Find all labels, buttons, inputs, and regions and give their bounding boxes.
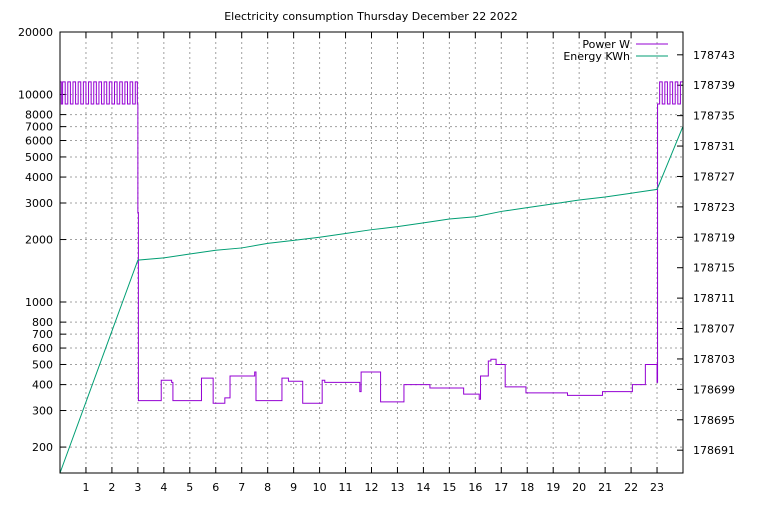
x-tick-label: 15 (442, 481, 456, 494)
y-left-tick-label: 8000 (25, 109, 53, 122)
x-tick-label: 21 (598, 481, 612, 494)
x-tick-label: 11 (339, 481, 353, 494)
y-right-tick-label: 178699 (693, 383, 735, 396)
y-left-tick-label: 6000 (25, 135, 53, 148)
y-right-tick-label: 178743 (693, 49, 735, 62)
y-right-tick-label: 178739 (693, 79, 735, 92)
y-left-tick-label: 2000 (25, 234, 53, 247)
x-tick-label: 13 (390, 481, 404, 494)
x-tick-label: 4 (160, 481, 167, 494)
y-right-tick-label: 178735 (693, 110, 735, 123)
y-right-tick-label: 178723 (693, 201, 735, 214)
y-right-tick-label: 178731 (693, 140, 735, 153)
x-tick-label: 5 (186, 481, 193, 494)
y-left-tick-label: 800 (32, 316, 53, 329)
y-left-tick-label: 600 (32, 342, 53, 355)
x-tick-label: 22 (624, 481, 638, 494)
x-tick-label: 12 (365, 481, 379, 494)
x-tick-label: 16 (468, 481, 482, 494)
y-left-tick-label: 7000 (25, 121, 53, 134)
y-left-tick-label: 1000 (25, 296, 53, 309)
y-right-tick-label: 178719 (693, 231, 735, 244)
x-tick-label: 18 (520, 481, 534, 494)
y-right-tick-label: 178695 (693, 414, 735, 427)
plot-frame (59, 31, 684, 474)
axes: 1 2 3 4 5 6 7 8 9 10 11 12 13 14 15 16 17 18 19 20 21 22 23200… (18, 26, 735, 494)
y-left-tick-label: 5000 (25, 151, 53, 164)
x-tick-label: 7 (238, 481, 245, 494)
y-right-tick-label: 178727 (693, 170, 735, 183)
y-left-tick-label: 20000 (18, 26, 53, 39)
power-w-line (60, 81, 684, 404)
y-left-tick-label: 200 (32, 441, 53, 454)
series-lines (59, 81, 684, 474)
y-left-tick-label: 700 (32, 328, 53, 341)
legend-label: Energy KWh (563, 50, 630, 63)
x-tick-label: 3 (134, 481, 141, 494)
x-tick-label: 17 (494, 481, 508, 494)
legend-label: Power W (582, 38, 630, 51)
y-right-tick-label: 178707 (693, 323, 735, 336)
x-tick-label: 19 (546, 481, 560, 494)
chart-title: Electricity consumption Thursday Decembe… (224, 10, 518, 23)
x-tick-label: 14 (416, 481, 430, 494)
y-right-tick-label: 178711 (693, 292, 735, 305)
x-tick-label: 8 (264, 481, 271, 494)
x-tick-label: 1 (82, 481, 89, 494)
y-left-tick-label: 3000 (25, 197, 53, 210)
y-left-tick-label: 4000 (25, 171, 53, 184)
x-tick-label: 9 (290, 481, 297, 494)
y-right-tick-label: 178715 (693, 262, 735, 275)
grid-lines (60, 31, 683, 473)
y-left-tick-label: 10000 (18, 88, 53, 101)
x-tick-label: 2 (108, 481, 115, 494)
x-tick-label: 10 (313, 481, 327, 494)
y-left-tick-label: 500 (32, 358, 53, 371)
y-left-tick-label: 300 (32, 405, 53, 418)
y-right-tick-label: 178703 (693, 353, 735, 366)
y-right-tick-label: 178691 (693, 444, 735, 457)
energy-kwh-line (59, 126, 684, 474)
x-tick-label: 6 (212, 481, 219, 494)
x-tick-label: 20 (572, 481, 586, 494)
y-left-tick-label: 400 (32, 379, 53, 392)
x-tick-label: 23 (650, 481, 664, 494)
